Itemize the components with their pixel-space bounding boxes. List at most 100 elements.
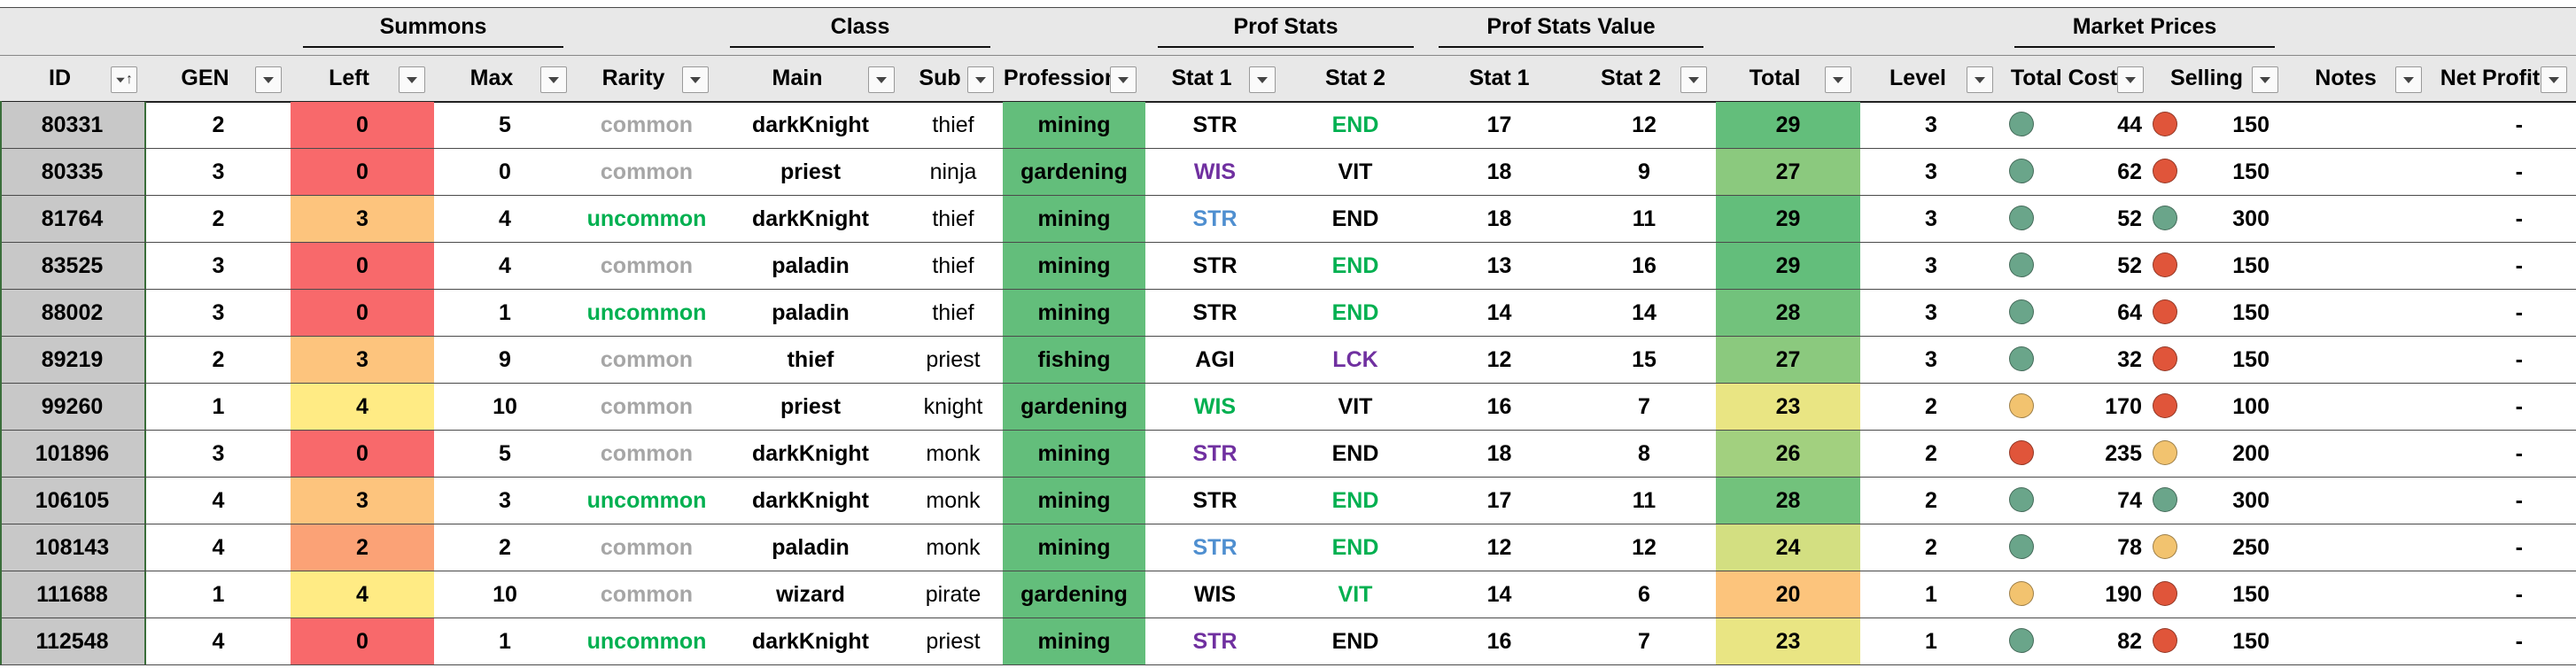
filter-dropdown-profession[interactable] [1110,66,1137,93]
cell-main[interactable]: thief [787,346,834,372]
cell-stat1[interactable]: WIS [1193,581,1237,607]
cell-total[interactable]: 27 [1716,337,1860,383]
cell-gen[interactable]: 1 [212,393,225,419]
cell-sub[interactable]: monk [926,440,981,466]
cell-selling[interactable]: 300 [2232,487,2270,513]
cell-main[interactable]: paladin [772,534,850,560]
cell-profession[interactable]: mining [1003,524,1145,571]
cell-main[interactable]: darkKnight [752,206,869,231]
cell-total-cost[interactable]: 78 [2117,534,2142,560]
cell-stat2-value[interactable]: 12 [1632,112,1657,137]
column-header-level[interactable]: Level [1889,65,1946,90]
column-header-left[interactable]: Left [329,65,369,90]
cell-total-cost[interactable]: 52 [2117,206,2142,231]
column-header-profession[interactable]: Profession [1003,65,1119,90]
column-header-main[interactable]: Main [772,65,823,90]
cell-notes[interactable] [2287,243,2431,289]
cell-notes[interactable] [2287,478,2431,524]
cell-stat2-value[interactable]: 12 [1632,534,1657,560]
cell-total-cost[interactable]: 44 [2117,112,2142,137]
cell-total-cost[interactable]: 190 [2105,581,2142,607]
cell-rarity[interactable]: common [600,581,694,607]
cell-stat1-value[interactable]: 18 [1486,206,1512,231]
cell-gen[interactable]: 3 [212,299,225,325]
cell-id[interactable]: 89219 [0,337,146,383]
cell-stat2[interactable]: END [1331,206,1379,231]
cell-main[interactable]: darkKnight [752,112,869,137]
cell-rarity[interactable]: common [600,346,694,372]
cell-left[interactable]: 3 [291,196,434,242]
column-header-notes[interactable]: Notes [2315,65,2377,90]
cell-stat2[interactable]: END [1331,487,1379,513]
cell-id[interactable]: 81764 [0,196,146,242]
cell-main[interactable]: paladin [772,299,850,325]
cell-gen[interactable]: 4 [212,487,225,513]
cell-notes[interactable] [2287,102,2431,148]
cell-stat2[interactable]: END [1331,299,1379,325]
cell-total[interactable]: 29 [1716,243,1860,289]
cell-rarity[interactable]: common [600,112,694,137]
cell-notes[interactable] [2287,196,2431,242]
cell-id[interactable]: 99260 [0,384,146,430]
cell-max[interactable]: 9 [499,346,511,372]
cell-total-cost[interactable]: 82 [2117,628,2142,654]
cell-total[interactable]: 29 [1716,196,1860,242]
cell-rarity[interactable]: common [600,440,694,466]
cell-net-profit[interactable]: - [2515,299,2523,325]
cell-stat1-value[interactable]: 12 [1486,534,1512,560]
cell-total[interactable]: 29 [1716,102,1860,148]
cell-stat2[interactable]: END [1331,112,1379,137]
cell-level[interactable]: 1 [1925,581,1937,607]
cell-rarity[interactable]: common [600,159,694,184]
cell-profession[interactable]: gardening [1003,149,1145,195]
cell-net-profit[interactable]: - [2515,487,2523,513]
cell-rarity[interactable]: uncommon [586,206,707,231]
cell-left[interactable]: 4 [291,384,434,430]
cell-rarity[interactable]: uncommon [586,628,707,654]
filter-dropdown-max[interactable] [540,66,567,93]
cell-sub[interactable]: priest [926,346,981,372]
column-header-rarity[interactable]: Rarity [601,65,665,90]
cell-stat2-value[interactable]: 16 [1632,252,1657,278]
cell-stat1[interactable]: WIS [1193,393,1237,419]
filter-dropdown-total[interactable] [1825,66,1851,93]
cell-total[interactable]: 28 [1716,290,1860,336]
filter-dropdown-gen[interactable] [255,66,282,93]
cell-selling[interactable]: 250 [2232,534,2270,560]
cell-main[interactable]: darkKnight [752,440,869,466]
cell-total-cost[interactable]: 64 [2117,299,2142,325]
cell-net-profit[interactable]: - [2515,628,2523,654]
cell-id[interactable]: 108143 [0,524,146,571]
cell-stat1[interactable]: STR [1192,299,1238,325]
cell-level[interactable]: 2 [1925,534,1937,560]
cell-total[interactable]: 26 [1716,431,1860,477]
cell-main[interactable]: darkKnight [752,628,869,654]
cell-left[interactable]: 0 [291,102,434,148]
column-header-id[interactable]: ID [49,65,71,90]
cell-total-cost[interactable]: 52 [2117,252,2142,278]
cell-sub[interactable]: monk [926,487,981,513]
cell-total[interactable]: 20 [1716,571,1860,618]
cell-main[interactable]: wizard [776,581,845,607]
cell-rarity[interactable]: common [600,252,694,278]
cell-max[interactable]: 10 [493,581,517,607]
cell-max[interactable]: 0 [499,159,511,184]
cell-stat2[interactable]: END [1331,534,1379,560]
cell-level[interactable]: 2 [1925,393,1937,419]
cell-left[interactable]: 3 [291,337,434,383]
cell-sub[interactable]: ninja [929,159,977,184]
cell-stat1-value[interactable]: 14 [1486,581,1512,607]
cell-net-profit[interactable]: - [2515,112,2523,137]
cell-net-profit[interactable]: - [2515,393,2523,419]
cell-main[interactable]: paladin [772,252,850,278]
cell-stat1-value[interactable]: 17 [1486,112,1512,137]
cell-left[interactable]: 0 [291,290,434,336]
cell-stat1-value[interactable]: 16 [1486,628,1512,654]
column-header-total-cost[interactable]: Total Cost [2010,65,2118,90]
filter-dropdown-stat2-value[interactable] [1680,66,1707,93]
cell-profession[interactable]: mining [1003,618,1145,664]
cell-sub[interactable]: pirate [925,581,982,607]
cell-stat2-value[interactable]: 6 [1638,581,1650,607]
filter-dropdown-net-profit[interactable] [2541,66,2567,93]
column-header-net-profit[interactable]: Net Profit [2440,65,2541,90]
